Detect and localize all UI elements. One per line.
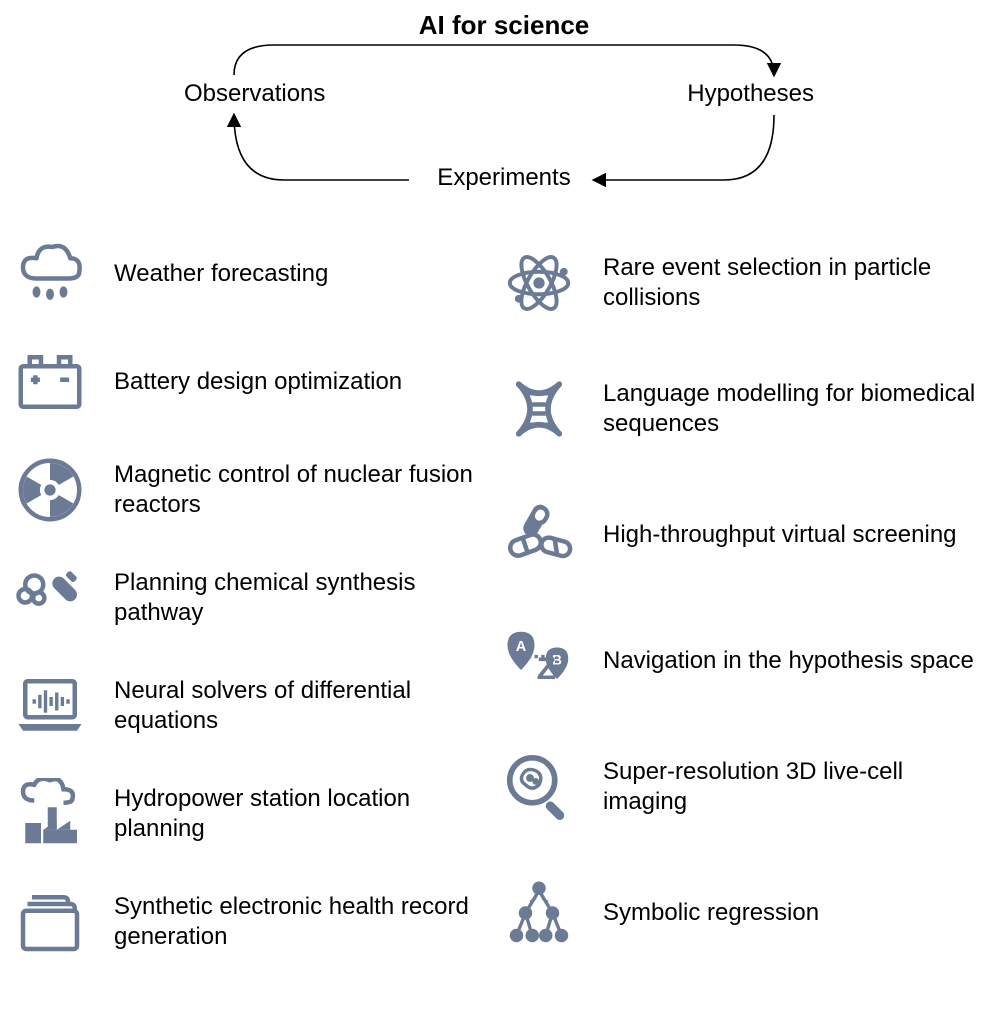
cycle-node-experiments: Experiments <box>437 164 570 192</box>
list-item: Weather forecasting <box>10 220 499 328</box>
list-item: ABZ Navigation in the hypothesis space <box>499 598 988 724</box>
magnifier-cell-icon <box>499 751 579 823</box>
item-label: High-throughput virtual screening <box>603 520 957 550</box>
cloud-rain-icon <box>10 238 90 310</box>
documents-icon <box>10 886 90 958</box>
list-item: Language modelling for biomedical sequen… <box>499 346 988 472</box>
left-column: Weather forecasting Battery design optim… <box>10 220 499 976</box>
laptop-wave-icon <box>10 670 90 742</box>
item-label: Super-resolution 3D live-cell imaging <box>603 757 988 817</box>
item-label: Battery design optimization <box>114 367 402 397</box>
list-item: Battery design optimization <box>10 328 499 436</box>
flask-smoke-icon <box>10 562 90 634</box>
item-label: Rare event selection in particle collisi… <box>603 253 988 313</box>
cycle-diagram: AI for science Observations Hypotheses E… <box>204 10 804 190</box>
pills-icon <box>499 499 579 571</box>
tree-graph-icon <box>499 877 579 949</box>
list-item: Planning chemical synthesis pathway <box>10 544 499 652</box>
item-label: Magnetic control of nuclear fusion react… <box>114 460 499 520</box>
battery-icon <box>10 346 90 418</box>
map-markers-icon: ABZ <box>499 625 579 697</box>
item-label: Language modelling for biomedical sequen… <box>603 379 988 439</box>
item-label: Hydropower station location planning <box>114 784 499 844</box>
svg-text:Z: Z <box>537 650 556 686</box>
atom-icon <box>499 247 579 319</box>
item-label: Weather forecasting <box>114 259 328 289</box>
cycle-node-observations: Observations <box>184 80 325 108</box>
item-label: Symbolic regression <box>603 898 819 928</box>
list-item: Neural solvers of differential equations <box>10 652 499 760</box>
svg-text:A: A <box>516 639 527 655</box>
cycle-node-hypotheses: Hypotheses <box>687 80 814 108</box>
item-label: Planning chemical synthesis pathway <box>114 568 499 628</box>
list-item: Symbolic regression <box>499 850 988 976</box>
list-item: Magnetic control of nuclear fusion react… <box>10 436 499 544</box>
items-grid: Weather forecasting Battery design optim… <box>0 220 1008 976</box>
list-item: Rare event selection in particle collisi… <box>499 220 988 346</box>
list-item: Super-resolution 3D live-cell imaging <box>499 724 988 850</box>
factory-cloud-icon <box>10 778 90 850</box>
radiation-icon <box>10 454 90 526</box>
dna-icon <box>499 373 579 445</box>
list-item: High-throughput virtual screening <box>499 472 988 598</box>
item-label: Neural solvers of differential equations <box>114 676 499 736</box>
list-item: Hydropower station location planning <box>10 760 499 868</box>
item-label: Navigation in the hypothesis space <box>603 646 974 676</box>
item-label: Synthetic electronic health record gener… <box>114 892 499 952</box>
right-column: Rare event selection in particle collisi… <box>499 220 988 976</box>
list-item: Synthetic electronic health record gener… <box>10 868 499 976</box>
